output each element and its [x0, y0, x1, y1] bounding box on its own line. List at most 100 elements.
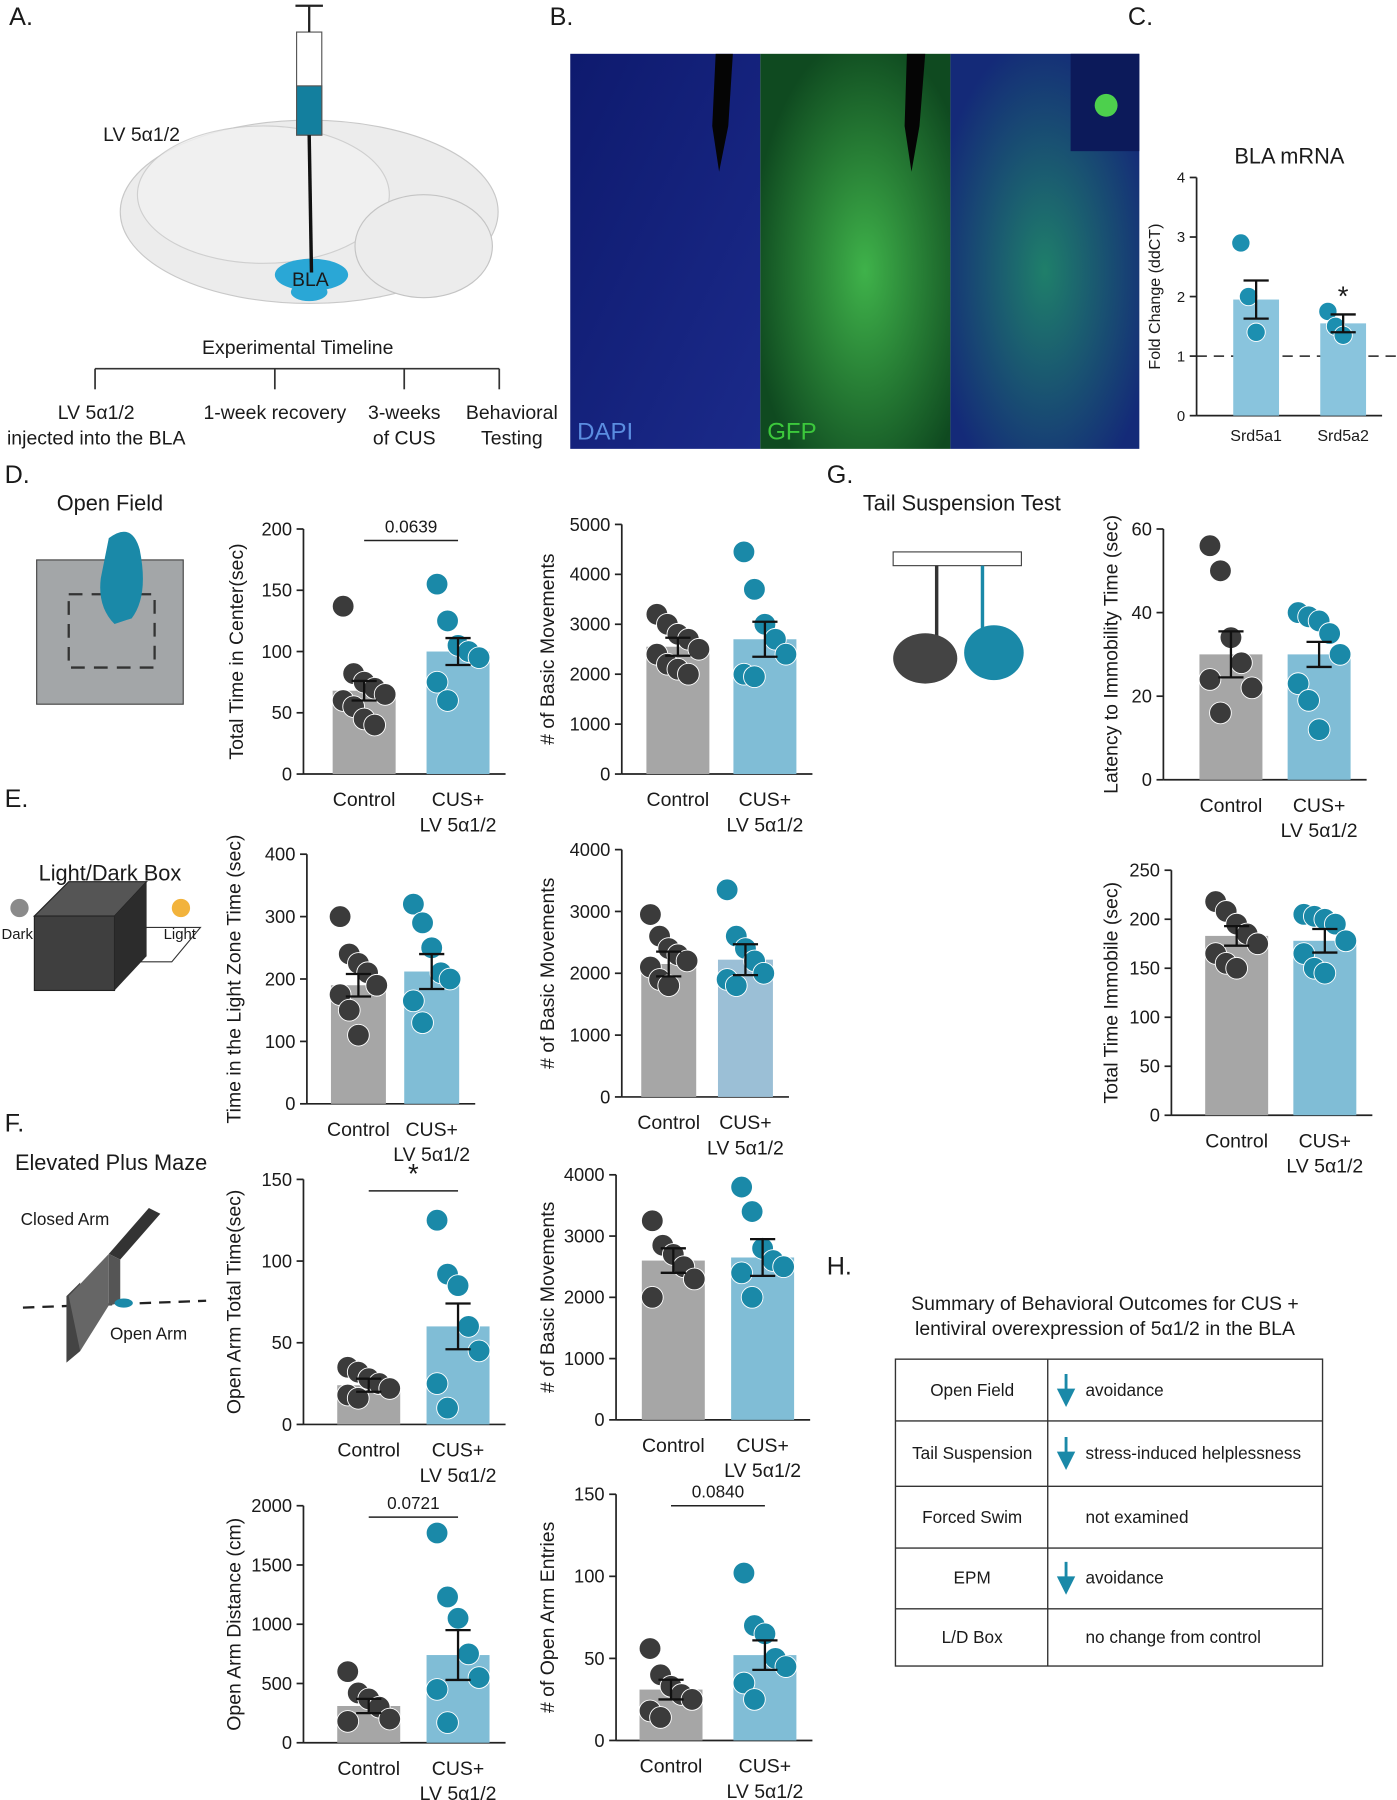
- data-point: [743, 1688, 766, 1711]
- y-tick-label: 3: [1177, 230, 1185, 246]
- panel-label: D.: [5, 461, 30, 489]
- y-tick-label: 4000: [564, 1164, 605, 1185]
- x-tick-label: Srd5a2: [1317, 427, 1369, 445]
- data-point: [1318, 622, 1341, 645]
- data-point: [730, 1175, 753, 1199]
- down-arrow: [1056, 1374, 1076, 1408]
- x-tick-label: Control: [637, 1112, 700, 1134]
- y-tick-label: 300: [265, 906, 296, 927]
- y-tick-label: 3000: [570, 901, 611, 922]
- x-tick-label: CUS+ LV 5α1/2: [724, 1435, 801, 1482]
- x-tick-label: Control: [327, 1119, 390, 1141]
- table-cell: avoidance: [1086, 1568, 1164, 1588]
- table-cell: Open Field: [930, 1380, 1014, 1400]
- data-point: [774, 1655, 798, 1678]
- data-point: [687, 637, 711, 661]
- error-bar: [1312, 927, 1338, 954]
- x-tick-label: CUS+ LV 5α1/2: [707, 1112, 784, 1159]
- data-point: [1209, 701, 1232, 725]
- data-point: [724, 974, 748, 997]
- data-point: [657, 974, 681, 997]
- data-point: [402, 989, 425, 1013]
- y-tick-label: 100: [265, 1031, 296, 1052]
- y-tick-label: 150: [1129, 958, 1160, 979]
- region-label: BLA: [292, 269, 329, 291]
- error-bar: [750, 1237, 776, 1278]
- data-point: [1313, 961, 1337, 985]
- table-cell: L/D Box: [942, 1627, 1003, 1647]
- y-tick-label: 4000: [570, 839, 611, 860]
- table-cell: no change from control: [1086, 1627, 1261, 1647]
- data-point: [337, 998, 361, 1022]
- data-point: [411, 911, 434, 935]
- maze-label: Open Arm: [110, 1324, 187, 1344]
- y-tick-label: 1000: [251, 1614, 292, 1635]
- panel-label: H.: [827, 1252, 852, 1280]
- down-arrow: [1056, 1437, 1076, 1470]
- data-point: [425, 1521, 449, 1545]
- data-point: [328, 905, 352, 928]
- error-bar: [732, 943, 759, 977]
- data-point: [457, 1642, 480, 1666]
- data-point: [772, 1255, 795, 1279]
- y-tick-label: 2000: [251, 1495, 292, 1516]
- data-point: [438, 967, 462, 991]
- y-tick-label: 1: [1177, 349, 1185, 365]
- y-tick-label: 100: [261, 641, 292, 662]
- test-title: Elevated Plus Maze: [15, 1150, 207, 1175]
- y-tick-label: 250: [1129, 860, 1160, 881]
- y-tick-label: 0: [594, 1409, 604, 1430]
- channel-label: DAPI: [577, 419, 633, 446]
- data-point: [1230, 651, 1253, 675]
- error-bar: [356, 1697, 382, 1715]
- y-tick-label: 2000: [564, 1287, 605, 1308]
- y-tick-label: 40: [1132, 602, 1152, 623]
- significance: 0.0639: [385, 516, 437, 536]
- error-bar: [1243, 279, 1269, 320]
- test-title: Open Field: [57, 491, 163, 516]
- error-bar: [351, 679, 377, 702]
- data-point: [373, 683, 397, 706]
- data-point: [640, 1285, 664, 1309]
- error-bar: [1224, 924, 1250, 947]
- data-point: [1231, 233, 1251, 253]
- x-tick-label: Control: [1205, 1130, 1268, 1152]
- error-bar: [419, 952, 445, 991]
- data-point: [467, 1666, 491, 1689]
- table-cell: avoidance: [1086, 1380, 1164, 1400]
- channel-label: GFP: [767, 419, 816, 446]
- y-tick-label: 3000: [570, 614, 611, 635]
- panel-label: C.: [1128, 3, 1153, 31]
- y-tick-label: 50: [272, 1332, 292, 1353]
- data-point: [436, 1711, 459, 1734]
- data-point: [446, 1274, 470, 1297]
- x-tick-label: CUS+ LV 5α1/2: [420, 1758, 497, 1800]
- y-axis-label: Time in the Light Zone Time (sec): [223, 834, 245, 1123]
- elevated-plus-maze-illustration: [22, 1208, 207, 1363]
- y-axis-label: Open Arm Distance (cm): [223, 1518, 245, 1731]
- y-tick-label: 0: [285, 1093, 295, 1114]
- data-point: [1328, 643, 1352, 666]
- y-tick-label: 400: [265, 844, 296, 865]
- data-point: [378, 1707, 402, 1731]
- y-tick-label: 0: [1150, 1105, 1160, 1126]
- y-tick-label: 50: [272, 702, 292, 723]
- data-point: [1198, 668, 1222, 691]
- panel-label: E.: [5, 785, 29, 813]
- data-point: [740, 1200, 764, 1223]
- y-tick-label: 100: [261, 1250, 292, 1271]
- y-tick-label: 50: [584, 1648, 604, 1669]
- y-tick-label: 2000: [570, 963, 611, 984]
- y-tick-label: 200: [265, 968, 296, 989]
- data-point: [1297, 689, 1320, 712]
- y-axis-label: # of Basic Movements: [537, 1201, 559, 1393]
- y-axis-label: # of Basic Movements: [537, 877, 559, 1069]
- significance: 0.0721: [387, 1493, 439, 1513]
- brain-illustration: [94, 4, 501, 390]
- data-point: [640, 1209, 664, 1233]
- y-tick-label: 1000: [564, 1348, 605, 1369]
- timeline-step: Behavioral Testing: [466, 402, 558, 449]
- data-point: [752, 961, 776, 985]
- microscopy-image: [570, 53, 1140, 449]
